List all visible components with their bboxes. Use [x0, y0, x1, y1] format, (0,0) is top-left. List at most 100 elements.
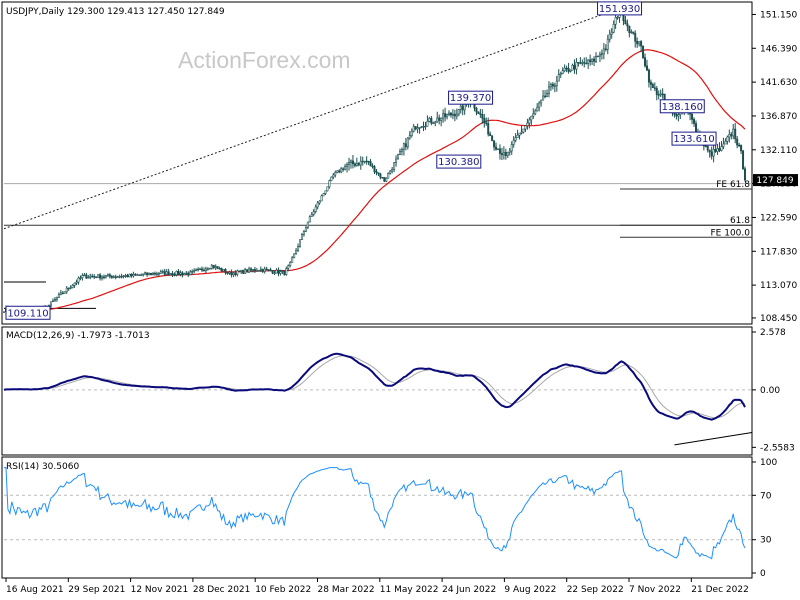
candle-body — [526, 122, 529, 127]
candle — [559, 71, 562, 78]
candle — [547, 81, 550, 98]
candle — [661, 88, 664, 99]
candle-body — [720, 146, 723, 151]
candle-body — [730, 133, 733, 137]
candle-body — [728, 133, 731, 138]
candle — [604, 44, 607, 52]
candle-body — [563, 67, 566, 71]
candle-body — [202, 269, 205, 272]
price-layer: FE 61.8 61.8 FE 100.0 151.930 139.370 130.380… — [2, 1, 798, 320]
candle-body — [97, 274, 100, 278]
candle — [706, 145, 709, 153]
candle — [487, 117, 490, 137]
candle-body — [410, 130, 413, 136]
candle — [334, 170, 337, 178]
candle-body — [279, 271, 282, 274]
candle-body — [300, 234, 303, 241]
candle-body — [608, 33, 611, 40]
candle-body — [428, 118, 431, 122]
candle-body — [169, 273, 172, 275]
candle-body — [583, 62, 586, 64]
candle-body — [655, 88, 658, 95]
candle — [85, 272, 88, 280]
candle-body — [624, 20, 627, 25]
candle-body — [342, 168, 345, 170]
candle — [255, 267, 258, 272]
price-annotation-label: 151.930 — [599, 4, 640, 15]
candle — [498, 144, 501, 160]
candle — [363, 160, 366, 164]
candle — [349, 159, 352, 169]
candle-body — [373, 166, 376, 172]
candle-body — [595, 56, 598, 62]
candle — [434, 120, 437, 127]
price-annotation-label: 130.380 — [438, 157, 479, 168]
candle-body — [110, 276, 113, 278]
candle — [400, 147, 403, 156]
candle-body — [400, 148, 403, 152]
candle-body — [295, 250, 298, 255]
candle — [587, 59, 590, 69]
candle — [708, 149, 711, 158]
candle-body — [59, 292, 62, 295]
candle-body — [112, 276, 115, 278]
candle — [730, 131, 733, 140]
candle — [195, 268, 198, 272]
fib-level-label: FE 61.8 — [716, 180, 750, 190]
price-tick-label: 117.830 — [760, 247, 797, 257]
candle — [553, 82, 556, 93]
candle — [493, 140, 496, 151]
candle-body — [204, 268, 207, 271]
candle-body — [69, 287, 72, 289]
candle-body — [167, 271, 170, 275]
candle — [387, 172, 390, 179]
price-tick-label: 141.630 — [760, 78, 797, 88]
candle-body — [191, 271, 194, 273]
candle-body — [181, 272, 184, 276]
candle — [653, 82, 656, 92]
candle-body — [322, 193, 325, 197]
candle-body — [363, 160, 366, 163]
price-annotation: 130.380 — [436, 154, 482, 169]
candle-body — [738, 144, 741, 147]
candle-body — [722, 143, 725, 147]
candle — [246, 268, 249, 273]
candle — [214, 264, 217, 271]
candle-body — [197, 268, 200, 271]
candle — [202, 267, 205, 272]
candle — [404, 138, 407, 151]
candle — [310, 211, 313, 217]
candle-body — [244, 269, 247, 274]
candle — [206, 267, 209, 271]
candle — [228, 270, 231, 275]
candle-body — [95, 276, 98, 278]
candle-body — [657, 94, 660, 96]
candle-body — [224, 269, 227, 274]
price-tick-label: 132.110 — [760, 146, 797, 156]
candle-body — [367, 160, 370, 163]
candle-body — [102, 276, 105, 279]
candle — [281, 270, 284, 275]
price-annotation-box — [597, 1, 643, 16]
candle — [312, 208, 315, 217]
candle — [361, 156, 364, 166]
candle-body — [271, 270, 274, 274]
candle — [585, 57, 588, 65]
candle — [102, 274, 105, 280]
candle — [191, 269, 194, 275]
candle — [440, 117, 443, 127]
candle — [144, 271, 147, 276]
candle — [485, 117, 488, 126]
candle-body — [571, 64, 574, 71]
candle-body — [457, 108, 460, 115]
candle-body — [73, 282, 76, 286]
candle-body — [120, 276, 123, 278]
candle — [538, 101, 541, 112]
candle-body — [489, 133, 492, 137]
candle-body — [532, 113, 535, 117]
candle-body — [518, 132, 521, 136]
candle — [275, 268, 278, 274]
candle — [483, 113, 486, 128]
candle — [636, 37, 639, 48]
candle-body — [645, 65, 648, 71]
